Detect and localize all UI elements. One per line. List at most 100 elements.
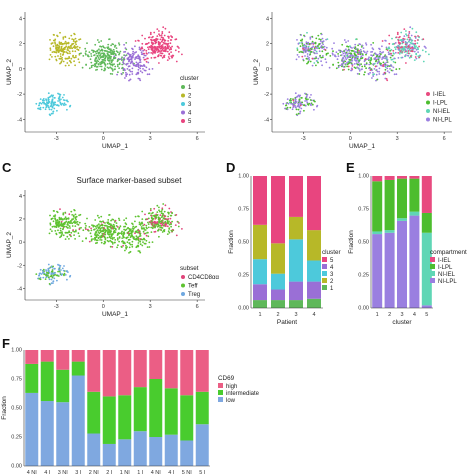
scatter-point — [110, 237, 112, 240]
scatter-point — [50, 112, 53, 115]
scatter-point — [400, 46, 402, 49]
scatter-point — [59, 55, 62, 58]
umap-subset-y-label: UMAP_2 — [6, 232, 13, 258]
scatter-point — [345, 63, 347, 65]
scatter-point — [94, 60, 97, 63]
scatter-point — [61, 57, 63, 59]
scatter-point — [373, 68, 376, 70]
scatter-point — [369, 63, 372, 65]
scatter-point — [94, 232, 97, 234]
scatter-point — [128, 59, 131, 62]
panel-letter-e: E — [346, 160, 355, 175]
scatter-point — [97, 60, 100, 63]
scatter-point — [43, 103, 46, 105]
scatter-point — [118, 217, 120, 220]
scatter-point — [361, 68, 363, 71]
y-tick-label: -4 — [17, 286, 22, 292]
scatter-point — [297, 108, 300, 111]
scatter-point — [145, 239, 148, 242]
scatter-point — [302, 58, 305, 61]
scatter-point — [94, 43, 97, 46]
scatter-point — [405, 45, 408, 48]
y-tick-label: 0.25 — [11, 435, 22, 441]
scatter-point — [363, 73, 365, 76]
scatter-point — [104, 56, 107, 59]
scatter-point — [90, 229, 93, 232]
scatter-point — [284, 107, 286, 110]
scatter-point — [58, 216, 61, 219]
scatter-point — [56, 274, 59, 277]
scatter-point — [94, 65, 96, 68]
scatter-point — [109, 239, 112, 242]
scatter-point — [162, 203, 165, 205]
scatter-point — [392, 49, 395, 52]
scatter-point — [63, 42, 66, 45]
scatter-point — [121, 240, 123, 243]
umap-subset-x-label: UMAP_1 — [102, 311, 128, 318]
scatter-point — [98, 236, 100, 239]
bar-segment — [397, 176, 407, 179]
scatter-point — [296, 39, 298, 41]
scatter-point — [141, 210, 144, 213]
scatter-point — [56, 50, 59, 52]
scatter-point — [147, 221, 149, 224]
legend-label: high — [226, 384, 237, 390]
scatter-point — [343, 39, 346, 41]
scatter-point — [361, 65, 364, 68]
bar-segment — [149, 379, 163, 437]
scatter-point — [64, 57, 67, 60]
scatter-point — [378, 47, 380, 50]
scatter-point — [78, 61, 81, 64]
scatter-point — [161, 31, 164, 33]
scatter-point — [308, 42, 311, 45]
scatter-point — [127, 227, 130, 229]
scatter-point — [47, 263, 50, 266]
scatter-point — [91, 49, 93, 52]
scatter-point — [44, 278, 47, 280]
x-tick-label: 5 I — [199, 470, 206, 474]
y-tick-label: -2 — [17, 92, 22, 98]
scatter-point — [145, 49, 148, 52]
scatter-point — [282, 102, 285, 105]
scatter-point — [51, 269, 54, 271]
scatter-point — [110, 56, 113, 58]
x-tick-label: 4 I — [168, 470, 175, 474]
scatter-point — [337, 64, 340, 67]
scatter-point — [315, 56, 317, 58]
scatter-point — [307, 60, 310, 63]
scatter-point — [74, 37, 77, 40]
bar-segment — [253, 300, 267, 308]
scatter-point — [158, 54, 160, 56]
scatter-point — [122, 233, 125, 236]
scatter-point — [62, 53, 65, 56]
x-tick-label: 6 — [196, 136, 199, 142]
scatter-point — [59, 93, 62, 96]
scatter-point — [353, 63, 356, 65]
legend-swatch — [218, 390, 223, 395]
scatter-point — [45, 99, 48, 102]
scatter-point — [106, 63, 109, 65]
bar-segment — [384, 230, 395, 233]
scatter-point — [413, 59, 416, 61]
scatter-point — [74, 56, 77, 59]
legend-label: NI-IEL — [438, 272, 456, 278]
scatter-point — [337, 53, 339, 55]
scatter-point — [42, 106, 45, 109]
legend-label: 1 — [330, 286, 334, 292]
patient-cluster-x-label: Patient — [277, 319, 297, 326]
bar-segment — [102, 350, 116, 397]
scatter-point — [355, 59, 358, 62]
scatter-point — [341, 50, 344, 53]
bar-segment — [253, 284, 267, 301]
scatter-point — [114, 231, 117, 234]
scatter-point — [147, 61, 150, 64]
scatter-point — [71, 43, 74, 45]
scatter-point — [58, 100, 61, 102]
scatter-point — [48, 106, 50, 109]
scatter-point — [122, 61, 125, 64]
scatter-point — [131, 60, 134, 63]
scatter-point — [81, 66, 84, 69]
scatter-point — [304, 51, 307, 54]
scatter-point — [354, 43, 357, 46]
scatter-point — [167, 215, 170, 218]
